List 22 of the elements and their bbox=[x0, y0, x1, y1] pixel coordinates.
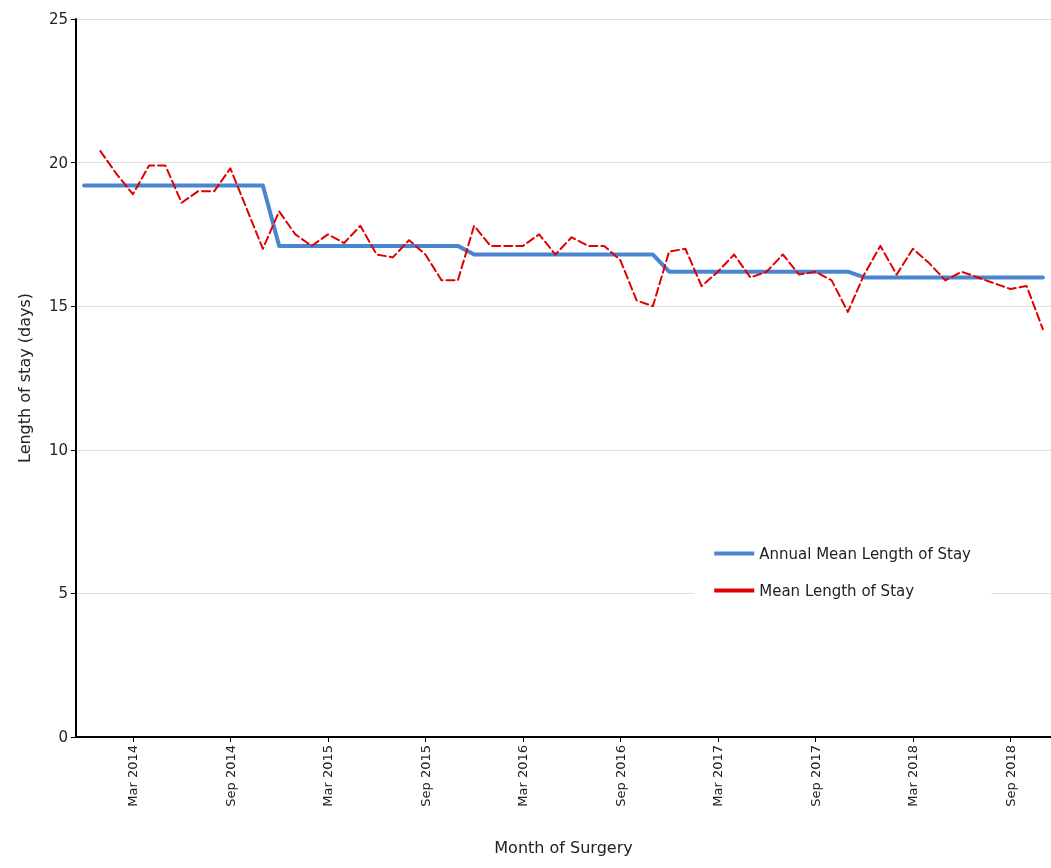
y-tick-label: 20 bbox=[48, 153, 68, 172]
x-tick-label: Mar 2014 bbox=[125, 745, 141, 807]
legend-label: Annual Mean Length of Stay bbox=[759, 544, 972, 563]
y-axis-title: Length of stay (days) bbox=[14, 293, 34, 463]
legend-label: Mean Length of Stay bbox=[759, 581, 915, 600]
x-tick-label: Mar 2018 bbox=[905, 745, 921, 807]
x-tick-label: Mar 2016 bbox=[515, 745, 531, 807]
x-tick-label: Sep 2017 bbox=[807, 745, 823, 807]
x-tick-label: Sep 2016 bbox=[612, 745, 628, 807]
y-tick-label: 15 bbox=[48, 297, 68, 316]
line-series bbox=[82, 183, 1045, 280]
y-tick-label: 25 bbox=[48, 10, 68, 28]
y-tick-label: 10 bbox=[48, 440, 68, 459]
x-axis-title: Month of Surgery bbox=[494, 837, 633, 857]
y-tick-label: 0 bbox=[58, 728, 68, 746]
line-series bbox=[99, 150, 1044, 331]
y-tick-label: 5 bbox=[58, 584, 68, 603]
x-tick-label: Sep 2018 bbox=[1002, 745, 1018, 807]
x-tick-label: Mar 2017 bbox=[710, 745, 726, 807]
x-tick-label: Mar 2015 bbox=[320, 745, 336, 807]
x-tick-label: Sep 2015 bbox=[417, 745, 433, 807]
x-tick-label: Sep 2014 bbox=[222, 745, 238, 807]
